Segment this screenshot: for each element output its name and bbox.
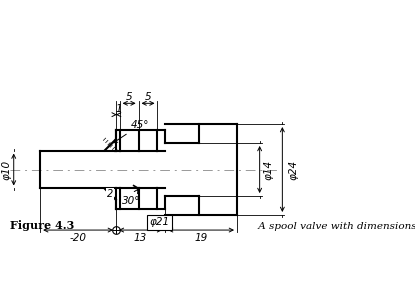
- Text: 19: 19: [194, 233, 208, 243]
- Text: φ14: φ14: [264, 160, 273, 180]
- Text: 45°: 45°: [113, 120, 149, 143]
- Text: -20: -20: [70, 233, 87, 243]
- Text: φ10: φ10: [1, 160, 11, 180]
- Text: φ21: φ21: [149, 217, 169, 228]
- Text: 5: 5: [145, 92, 151, 102]
- Text: 1: 1: [116, 103, 122, 113]
- Text: 30°: 30°: [122, 189, 140, 206]
- Text: 2: 2: [107, 189, 113, 199]
- Text: φ24: φ24: [288, 160, 298, 180]
- Text: 13: 13: [134, 233, 147, 243]
- Text: A spool valve with dimensions: A spool valve with dimensions: [255, 222, 415, 231]
- Text: Figure 4.3: Figure 4.3: [10, 220, 74, 231]
- Text: 5: 5: [126, 92, 132, 102]
